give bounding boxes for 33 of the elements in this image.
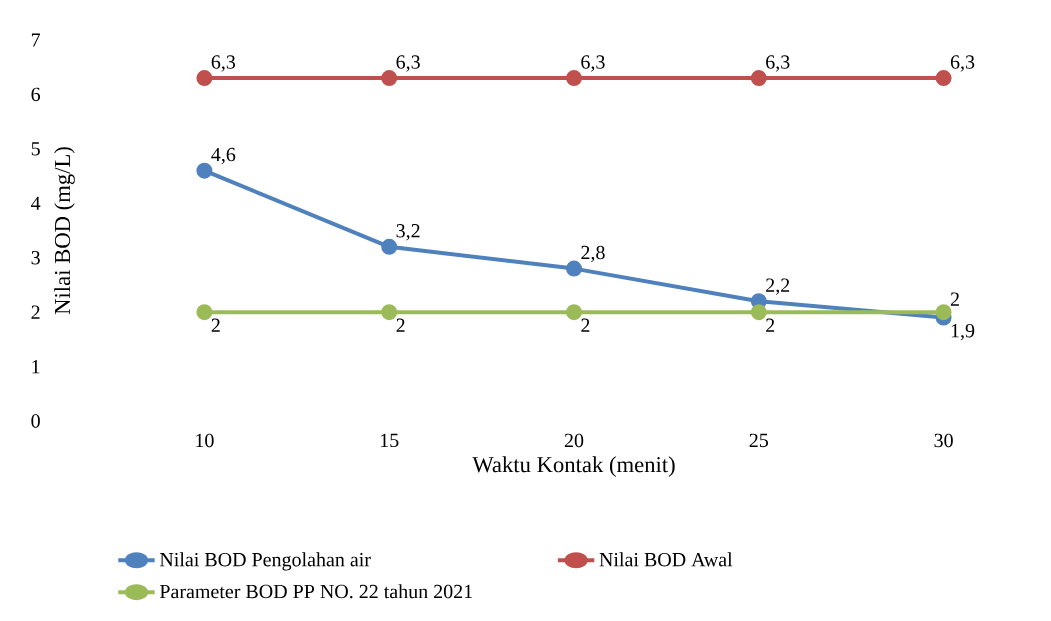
y-tick-label: 3 [31,251,40,265]
data-label: 6,3 [766,55,790,72]
y-axis-title: Nilai BOD (mg/L) [54,147,75,315]
y-tick-label: 0 [31,414,40,428]
y-tick-label: 6 [31,87,41,102]
x-tick-label: 10 [196,433,214,448]
data-label: 6,3 [396,55,420,72]
data-label: 2 [211,318,220,332]
data-label: 2 [396,318,405,332]
data-label: 1,9 [951,324,975,341]
data-label: 2 [766,318,775,332]
x-tick-label: 30 [934,433,953,448]
data-label: 3,2 [396,224,420,241]
x-tick-label: 15 [380,433,399,448]
y-tick-label: 2 [31,305,40,319]
x-axis-title: Waktu Kontak (menit) [472,456,675,477]
data-label: 2,8 [581,245,605,263]
y-tick-label: 5 [31,142,40,156]
y-tick-label: 7 [31,33,41,47]
legend-label: Parameter BOD PP NO. 22 tahun 2021 [159,584,472,599]
y-tick-label: 4 [31,196,41,210]
legend-label: Nilai BOD Pengolahan air [159,552,371,571]
data-label: 2,2 [766,278,790,295]
data-label: 6,3 [581,55,605,72]
data-label: 6,3 [950,55,975,72]
data-label: 4,6 [211,147,236,165]
data-label: 2 [581,318,590,332]
x-tick-label: 20 [564,433,584,448]
x-tick-label: 25 [749,433,769,448]
data-label: 2 [950,292,959,306]
y-tick-label: 1 [32,359,40,374]
data-label: 6,3 [211,55,236,72]
legend-label: Nilai BOD Awal [599,552,733,567]
